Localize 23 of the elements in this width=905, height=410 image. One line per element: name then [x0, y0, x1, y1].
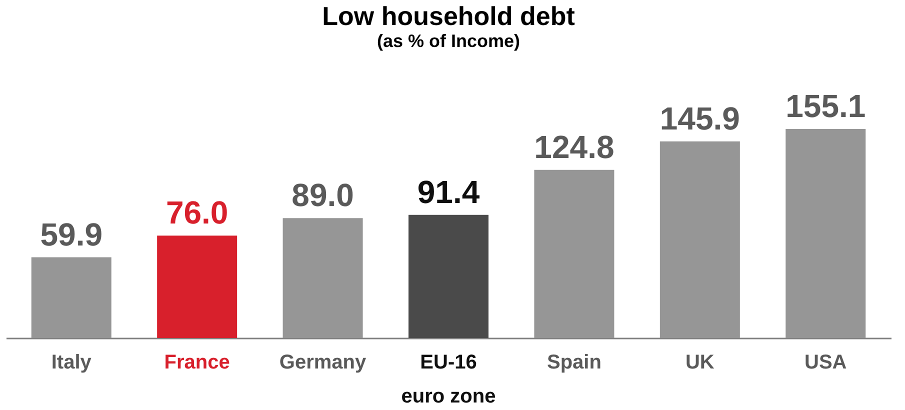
data-label: 89.0 [292, 177, 354, 214]
data-label: 155.1 [786, 88, 866, 124]
data-label: 145.9 [660, 100, 740, 136]
x-tick-label: UK [685, 352, 715, 374]
bar [786, 129, 866, 338]
x-tick-label: Italy [51, 352, 92, 374]
data-label: 59.9 [40, 216, 103, 252]
chart-subtitle: (as % of Income) [376, 31, 520, 51]
bar [157, 236, 238, 338]
x-tick-label: France [164, 352, 230, 374]
x-tick-label: USA [804, 352, 847, 374]
x-tick-label: EU-16 euro zone [401, 352, 496, 408]
x-tick-label: Germany [279, 352, 368, 374]
data-label: 76.0 [166, 194, 228, 231]
bar [534, 170, 614, 338]
bar [660, 141, 740, 338]
bar [31, 257, 112, 338]
chart-title: Low household debt [322, 1, 576, 31]
data-label: 91.4 [417, 174, 480, 210]
data-label: 124.8 [534, 128, 614, 165]
bar [282, 218, 363, 338]
bar [408, 214, 488, 338]
x-tick-label: Spain [546, 352, 602, 374]
